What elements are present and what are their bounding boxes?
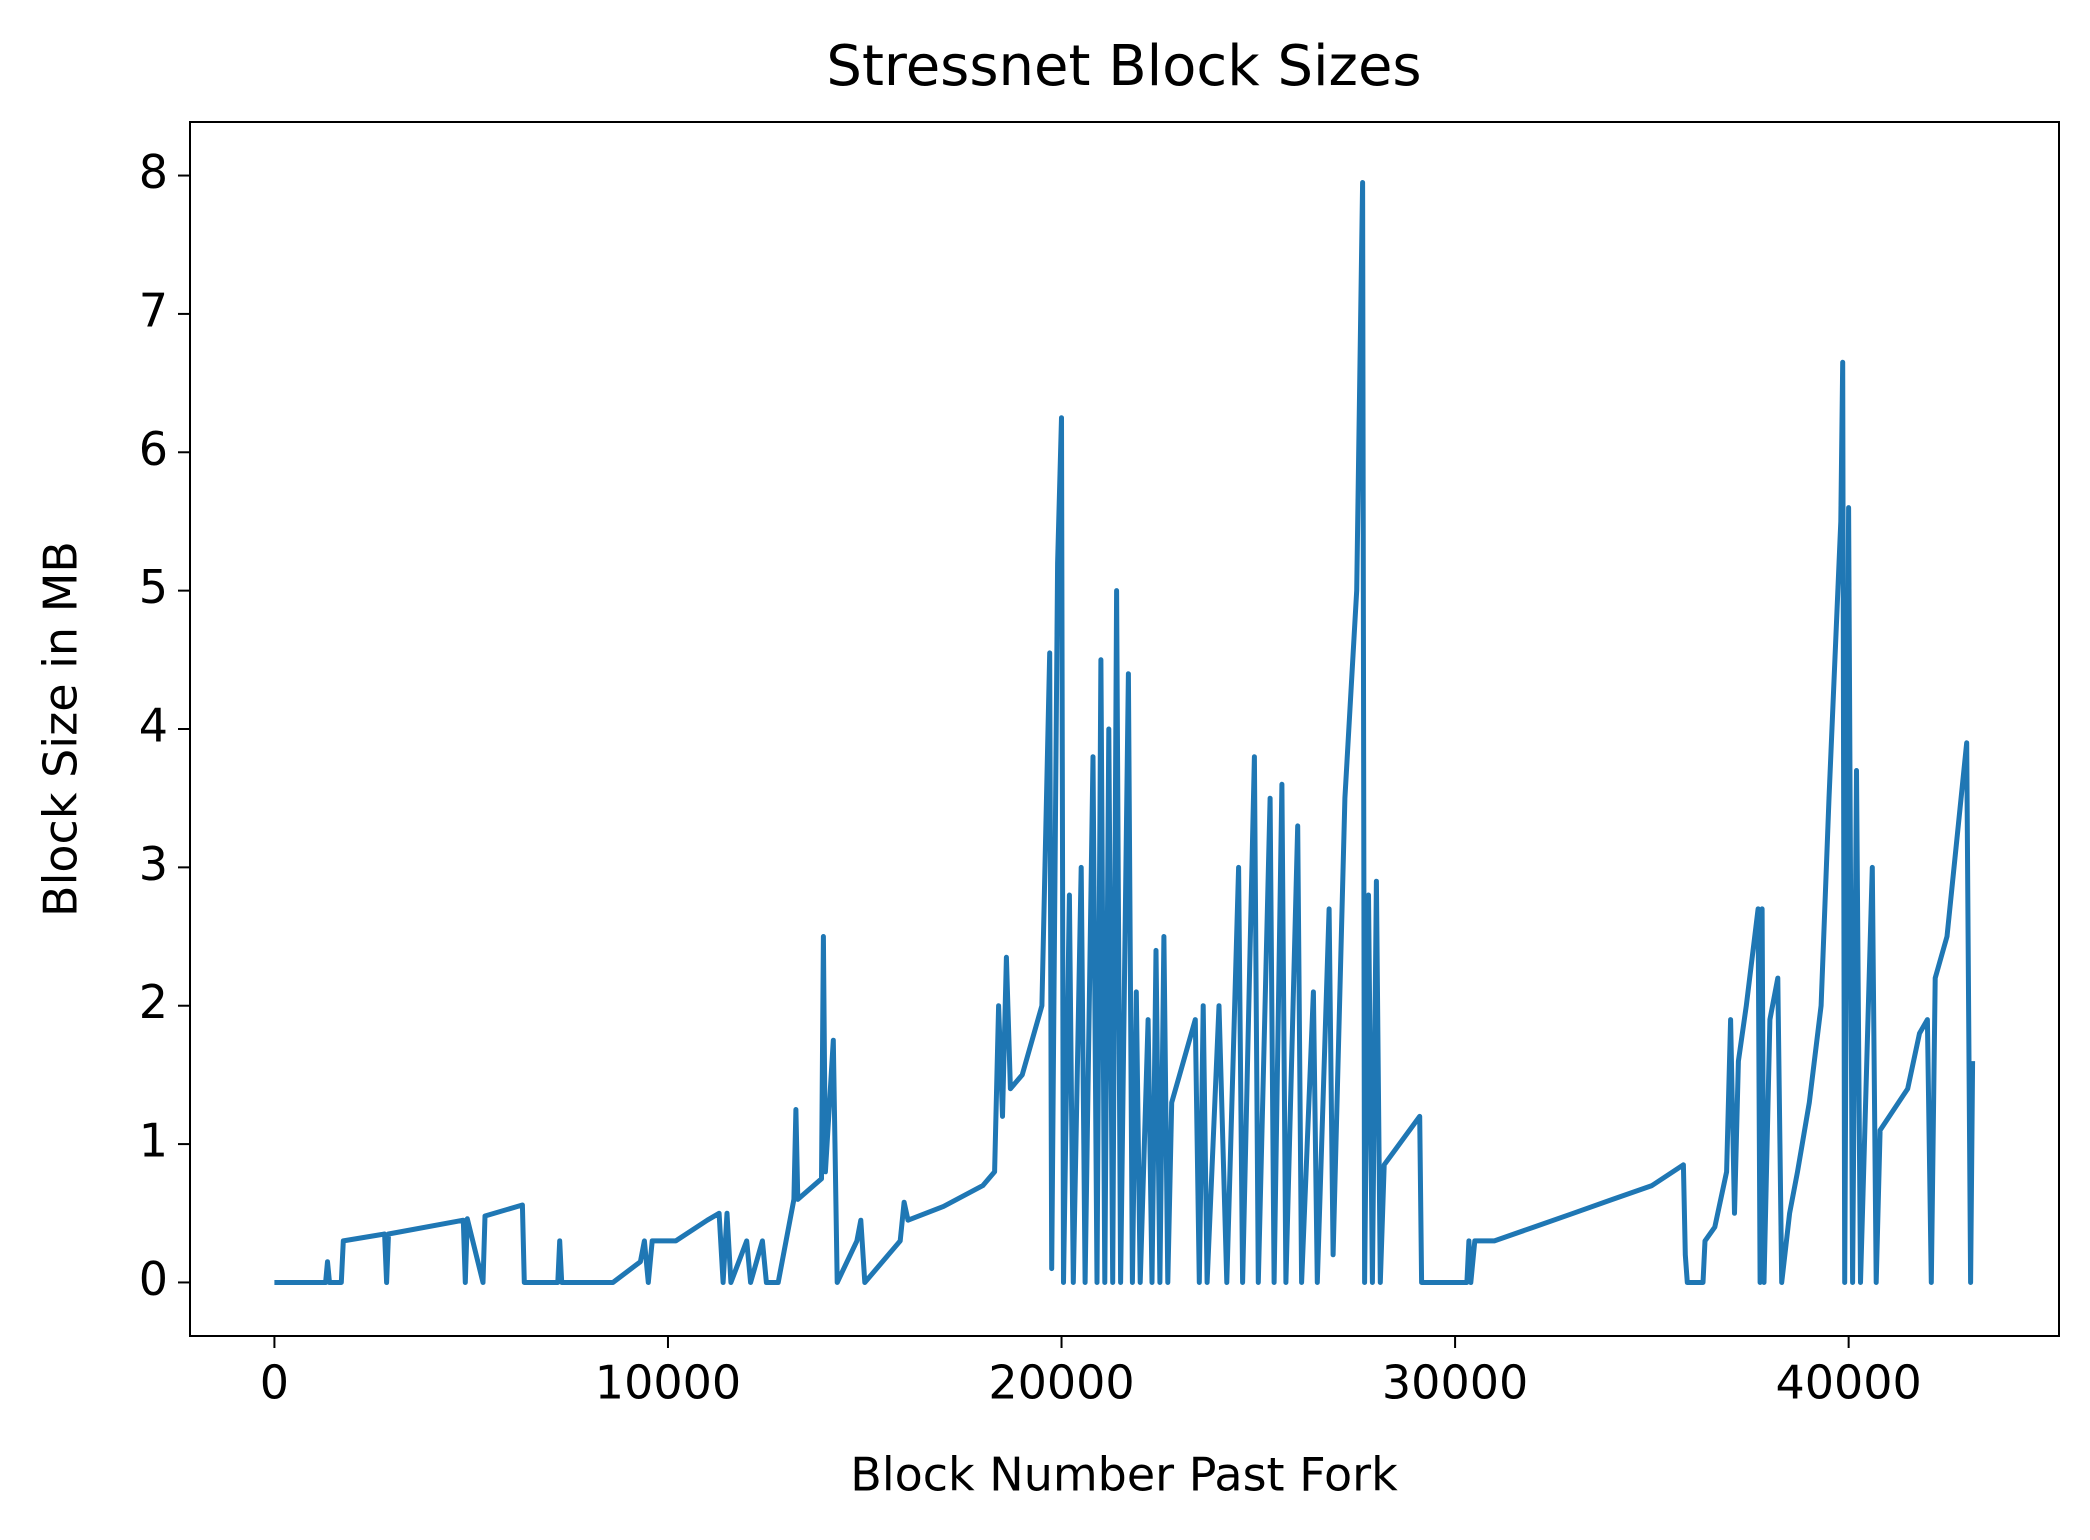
x-axis-label: Block Number Past Fork — [850, 1448, 1398, 1502]
x-tick-label: 20000 — [988, 1356, 1134, 1410]
y-axis-label: Block Size in MB — [34, 541, 88, 917]
x-tick-label: 0 — [260, 1356, 289, 1410]
y-tick-label: 8 — [139, 145, 168, 199]
y-tick-label: 4 — [139, 699, 168, 753]
y-tick-label: 1 — [139, 1114, 168, 1168]
plot-frame — [189, 121, 2060, 1337]
x-tick-label: 30000 — [1382, 1356, 1528, 1410]
y-tick-label: 3 — [139, 837, 168, 891]
y-tick-label: 0 — [139, 1252, 168, 1306]
y-tick-label: 6 — [139, 422, 168, 476]
data-line — [274, 180, 1976, 1285]
x-tick-label: 40000 — [1775, 1356, 1921, 1410]
chart-title: Stressnet Block Sizes — [826, 34, 1421, 99]
y-tick-label: 7 — [139, 283, 168, 337]
y-tick-label: 2 — [139, 975, 168, 1029]
x-tick-label: 10000 — [595, 1356, 741, 1410]
y-tick-label: 5 — [139, 560, 168, 614]
